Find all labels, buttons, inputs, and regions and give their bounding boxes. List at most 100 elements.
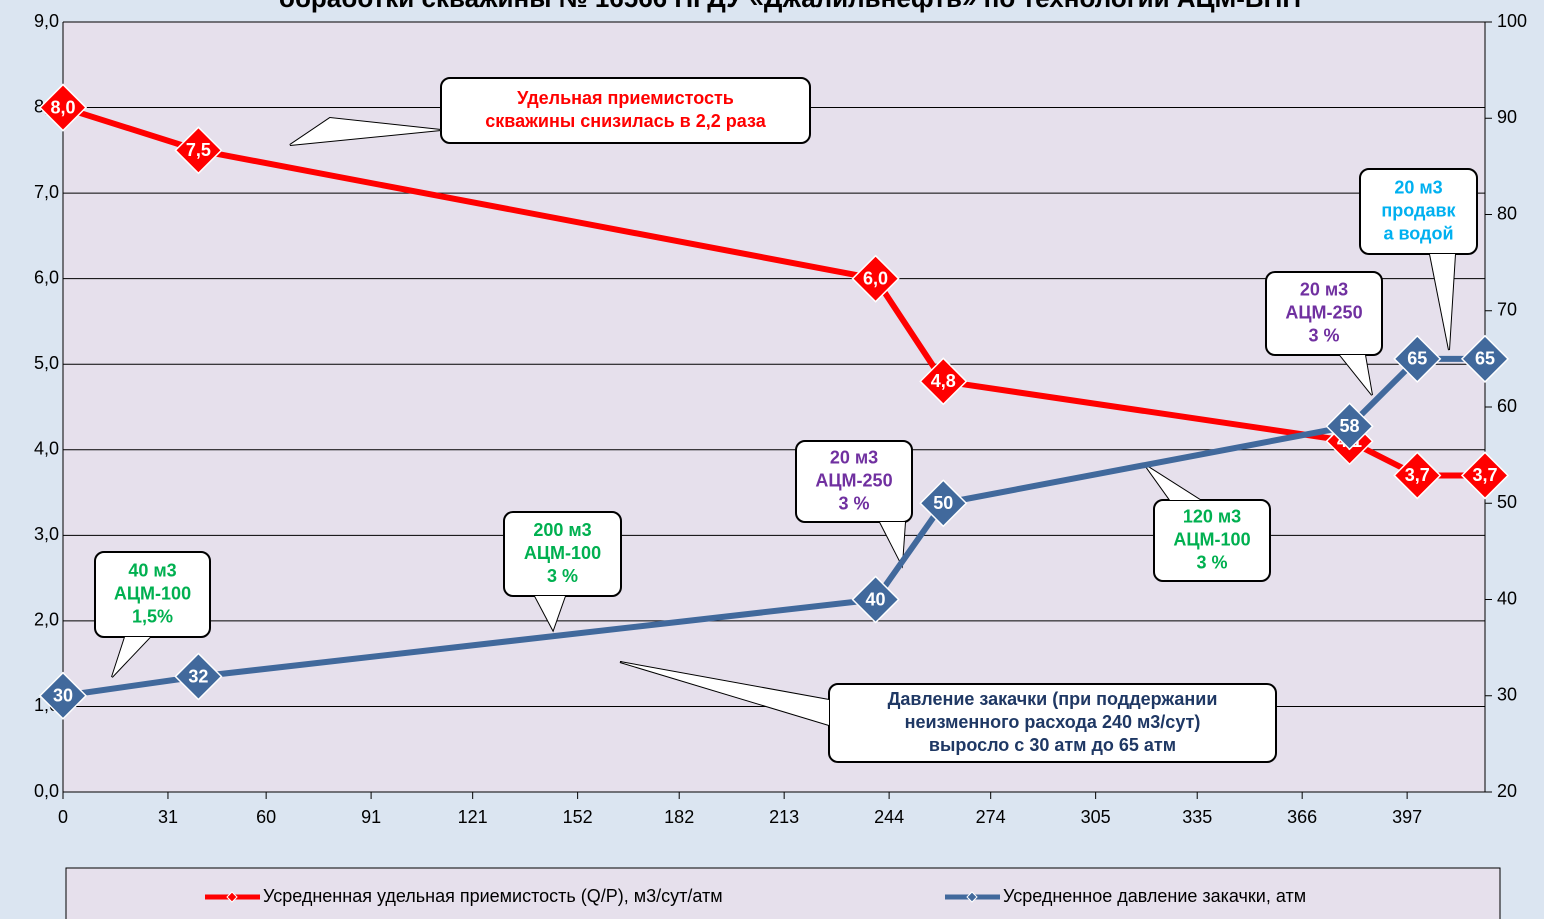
data-point: [1393, 334, 1442, 383]
legend-label: Усредненное давление закачки, атм: [1003, 886, 1306, 906]
x-tick-label: 397: [1392, 807, 1422, 827]
data-point: [1325, 402, 1374, 451]
callout-joint: [620, 662, 829, 725]
data-label: 7,5: [186, 140, 211, 160]
data-point: [919, 479, 968, 528]
data-label: 3,7: [1405, 465, 1430, 485]
y-tick-label: 5,0: [34, 353, 59, 373]
annotation-text: выросло с 30 атм до 65 атм: [929, 735, 1176, 755]
legend-marker: [966, 891, 978, 903]
y-tick-label: 7,0: [34, 182, 59, 202]
y2-tick-label: 30: [1497, 685, 1517, 705]
callout-joint: [880, 522, 905, 565]
annotation-text: 3 %: [1196, 552, 1227, 572]
data-point: [1393, 451, 1442, 500]
annotation-text: 1,5%: [132, 606, 173, 626]
callout-joint: [290, 118, 441, 145]
y2-tick-label: 80: [1497, 203, 1517, 223]
annotation-text: Давление закачки (при поддержании: [888, 689, 1218, 709]
x-tick-label: 305: [1081, 807, 1111, 827]
callout-joint: [112, 637, 150, 677]
data-point: [851, 254, 900, 303]
data-label: 4,8: [931, 371, 956, 391]
data-point: [1460, 334, 1510, 383]
annotation-text: Удельная приемистость: [517, 88, 734, 108]
annotation-text: АЦМ-100: [524, 543, 601, 563]
callout-box: [440, 77, 811, 144]
legend-label: Усредненная удельная приемистость (Q/P),…: [263, 886, 723, 906]
x-tick-label: 244: [874, 807, 904, 827]
annotation-text: АЦМ-250: [815, 470, 892, 490]
callout-box: [1153, 499, 1271, 582]
data-label: 30: [53, 686, 73, 706]
x-tick-label: 274: [976, 807, 1006, 827]
annotation-text: продавк: [1381, 200, 1456, 220]
y-tick-label: 2,0: [34, 610, 59, 630]
data-label: 32: [188, 666, 208, 686]
annotation-text: АЦМ-100: [1173, 529, 1250, 549]
annotation-text: 40 м3: [128, 560, 176, 580]
x-tick-label: 213: [769, 807, 799, 827]
y2-tick-label: 90: [1497, 107, 1517, 127]
data-point: [919, 357, 968, 406]
y2-tick-label: 40: [1497, 588, 1517, 608]
data-point: [38, 671, 88, 720]
y-tick-label: 0,0: [34, 781, 59, 801]
callout-box: [1359, 168, 1478, 255]
data-label: 58: [1340, 416, 1360, 436]
annotation-text: неизменного расхода 240 м3/сут): [905, 712, 1201, 732]
y-tick-label: 6,0: [34, 267, 59, 287]
annotation-text: 20 м3: [830, 447, 878, 467]
y2-tick-label: 20: [1497, 781, 1517, 801]
x-tick-label: 31: [158, 807, 178, 827]
annotation-text: 20 м3: [1394, 177, 1442, 197]
annotation-text: 200 м3: [533, 520, 591, 540]
chart-title: обработки скважины № 16566 НГДУ «Джалиль…: [279, 0, 1301, 13]
y-tick-label: 9,0: [34, 11, 59, 31]
x-tick-label: 121: [458, 807, 488, 827]
y2-tick-label: 100: [1497, 11, 1527, 31]
y2-tick-label: 70: [1497, 300, 1517, 320]
callout-box: [1265, 271, 1383, 356]
data-label: 65: [1475, 349, 1495, 369]
callout-joint: [535, 596, 565, 630]
annotation-text: 120 м3: [1183, 506, 1241, 526]
annotation-text: 3 %: [547, 566, 578, 586]
x-tick-label: 60: [256, 807, 276, 827]
annotation-text: АЦМ-100: [114, 583, 191, 603]
annotation-text: а водой: [1383, 223, 1453, 243]
x-tick-label: 366: [1287, 807, 1317, 827]
y-tick-label: 3,0: [34, 524, 59, 544]
data-label: 6,0: [863, 268, 888, 288]
annotation-text: 3 %: [838, 493, 869, 513]
callout-joint: [1340, 355, 1372, 395]
annotation-text: АЦМ-250: [1285, 302, 1362, 322]
annotation-text: 3 %: [1308, 325, 1339, 345]
x-tick-label: 91: [361, 807, 381, 827]
data-point: [1460, 451, 1510, 500]
data-point: [174, 652, 223, 701]
data-point: [851, 575, 900, 624]
callout-joint: [1145, 465, 1200, 500]
y-tick-label: 4,0: [34, 439, 59, 459]
annotation-text: 20 м3: [1300, 279, 1348, 299]
callout-box: [795, 440, 913, 523]
callout-box: [94, 551, 211, 638]
x-tick-label: 182: [664, 807, 694, 827]
x-tick-label: 152: [563, 807, 593, 827]
y2-tick-label: 60: [1497, 396, 1517, 416]
legend-box: [65, 867, 1501, 919]
data-label: 50: [933, 493, 953, 513]
callout-joint: [1430, 254, 1455, 350]
data-label: 3,7: [1472, 465, 1497, 485]
x-tick-label: 0: [58, 807, 68, 827]
y2-tick-label: 50: [1497, 492, 1517, 512]
x-tick-label: 335: [1182, 807, 1212, 827]
annotation-text: скважины снизилась в 2,2 раза: [485, 111, 766, 131]
data-point: [174, 126, 223, 175]
data-label: 40: [866, 589, 886, 609]
legend-marker: [226, 891, 238, 903]
data-label: 8,0: [50, 97, 75, 117]
